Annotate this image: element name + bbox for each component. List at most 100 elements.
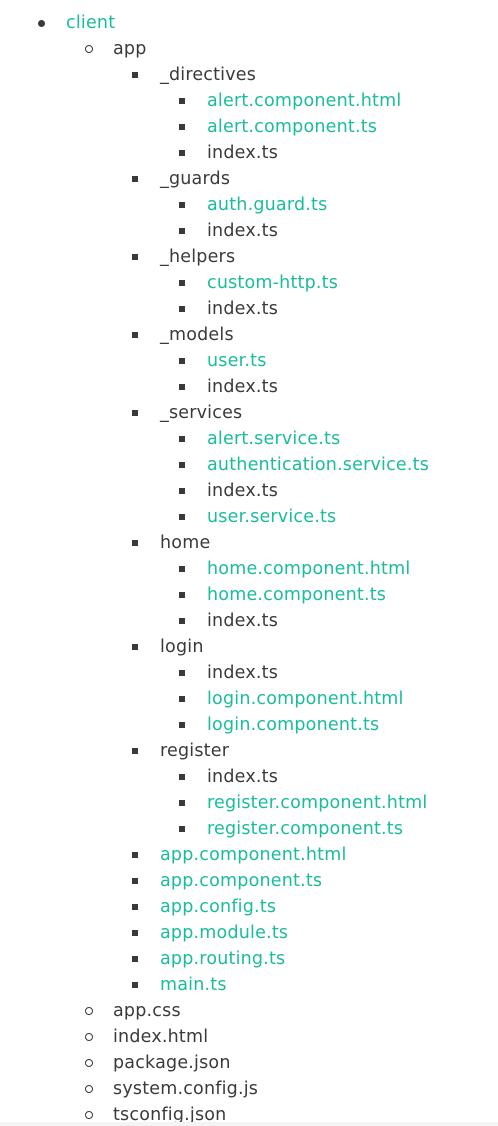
tree-file-item[interactable]: app.config.ts [0, 894, 498, 920]
tree-file-item[interactable]: main.ts [0, 972, 498, 998]
tree-file-item[interactable]: app.module.ts [0, 920, 498, 946]
tree-file-item[interactable]: register.component.html [0, 790, 498, 816]
bullet-square-icon [132, 644, 138, 650]
bullet-square-icon [179, 436, 185, 442]
tree-label: system.config.js [113, 1079, 259, 1099]
bullet-square-icon [179, 384, 185, 390]
tree-file-item: tsconfig.json [0, 1102, 498, 1126]
tree-file-item: index.ts [0, 296, 498, 322]
tree-file-item[interactable]: app.component.ts [0, 868, 498, 894]
tree-label: _guards [160, 169, 231, 189]
file-link[interactable]: main.ts [160, 975, 227, 995]
bullet-square-icon [179, 592, 185, 598]
file-link[interactable]: login.component.ts [207, 715, 380, 735]
tree-label: _helpers [160, 247, 236, 267]
tree-file-item: package.json [0, 1050, 498, 1076]
file-link[interactable]: alert.component.ts [207, 117, 378, 137]
bullet-square-icon [179, 722, 185, 728]
tree-label: index.ts [207, 611, 279, 631]
bullet-circle-icon [85, 45, 93, 53]
tree-file-item[interactable]: custom-http.ts [0, 270, 498, 296]
bullet-square-icon [179, 566, 185, 572]
bullet-square-icon [179, 800, 185, 806]
file-link[interactable]: register.component.ts [207, 819, 404, 839]
bullet-square-icon [132, 176, 138, 182]
tree-file-item[interactable]: alert.component.ts [0, 114, 498, 140]
tree-file-item[interactable]: register.component.ts [0, 816, 498, 842]
tree-file-item[interactable]: home.component.ts [0, 582, 498, 608]
bullet-square-icon [179, 150, 185, 156]
tree-folder-item: app [0, 36, 498, 62]
tree-folder-item: _helpers [0, 244, 498, 270]
tree-file-item[interactable]: app.routing.ts [0, 946, 498, 972]
bullet-square-icon [179, 202, 185, 208]
file-link[interactable]: user.service.ts [207, 507, 337, 527]
tree-label: _services [160, 403, 243, 423]
tree-file-item[interactable]: home.component.html [0, 556, 498, 582]
tree-file-item[interactable]: alert.service.ts [0, 426, 498, 452]
tree-label: index.html [113, 1027, 209, 1047]
tree-label: package.json [113, 1053, 231, 1073]
tree-file-item[interactable]: app.component.html [0, 842, 498, 868]
tree-label: index.ts [207, 221, 279, 241]
bullet-square-icon [132, 878, 138, 884]
tree-label: _models [160, 325, 234, 345]
tree-file-item[interactable]: user.service.ts [0, 504, 498, 530]
file-link[interactable]: app.component.ts [160, 871, 323, 891]
tree-file-item[interactable]: login.component.html [0, 686, 498, 712]
file-link[interactable]: app.module.ts [160, 923, 289, 943]
tree-label: index.ts [207, 767, 279, 787]
tree-file-item: index.ts [0, 478, 498, 504]
bullet-square-icon [132, 332, 138, 338]
file-link[interactable]: home.component.html [207, 559, 411, 579]
bullet-square-icon [132, 540, 138, 546]
tree-label: index.ts [207, 377, 279, 397]
bullet-square-icon [179, 306, 185, 312]
file-link[interactable]: login.component.html [207, 689, 404, 709]
file-link[interactable]: alert.service.ts [207, 429, 341, 449]
file-link[interactable]: home.component.ts [207, 585, 387, 605]
file-link[interactable]: app.config.ts [160, 897, 277, 917]
tree-label: tsconfig.json [113, 1105, 227, 1125]
bullet-square-icon [132, 956, 138, 962]
file-link[interactable]: custom-http.ts [207, 273, 339, 293]
tree-file-item: index.ts [0, 608, 498, 634]
tree-file-item: app.css [0, 998, 498, 1024]
tree-file-item[interactable]: user.ts [0, 348, 498, 374]
file-link[interactable]: alert.component.html [207, 91, 402, 111]
bullet-square-icon [179, 826, 185, 832]
bullet-square-icon [179, 462, 185, 468]
bullet-square-icon [179, 124, 185, 130]
file-link[interactable]: app.component.html [160, 845, 347, 865]
tree-file-item[interactable]: auth.guard.ts [0, 192, 498, 218]
tree-label: login [160, 637, 204, 657]
bullet-square-icon [179, 670, 185, 676]
tree-label: index.ts [207, 299, 279, 319]
tree-folder-item[interactable]: client [0, 10, 498, 36]
tree-label: index.ts [207, 143, 279, 163]
tree-file-item[interactable]: login.component.ts [0, 712, 498, 738]
file-link[interactable]: client [66, 13, 116, 33]
bullet-square-icon [132, 982, 138, 988]
file-link[interactable]: user.ts [207, 351, 267, 371]
tree-folder-item: login [0, 634, 498, 660]
bullet-disc-icon [38, 19, 45, 27]
file-link[interactable]: auth.guard.ts [207, 195, 328, 215]
tree-file-item[interactable]: alert.component.html [0, 88, 498, 114]
bullet-square-icon [179, 98, 185, 104]
bullet-square-icon [179, 774, 185, 780]
file-link[interactable]: app.routing.ts [160, 949, 286, 969]
file-link[interactable]: authentication.service.ts [207, 455, 430, 475]
bullet-square-icon [132, 72, 138, 78]
bottom-edge [0, 1122, 498, 1126]
tree-file-item: index.html [0, 1024, 498, 1050]
bullet-square-icon [179, 280, 185, 286]
tree-label: _directives [160, 65, 257, 85]
bullet-circle-icon [85, 1085, 93, 1093]
tree-label: index.ts [207, 481, 279, 501]
bullet-square-icon [179, 358, 185, 364]
bullet-circle-icon [85, 1033, 93, 1041]
tree-file-item[interactable]: authentication.service.ts [0, 452, 498, 478]
bullet-square-icon [179, 228, 185, 234]
file-link[interactable]: register.component.html [207, 793, 428, 813]
